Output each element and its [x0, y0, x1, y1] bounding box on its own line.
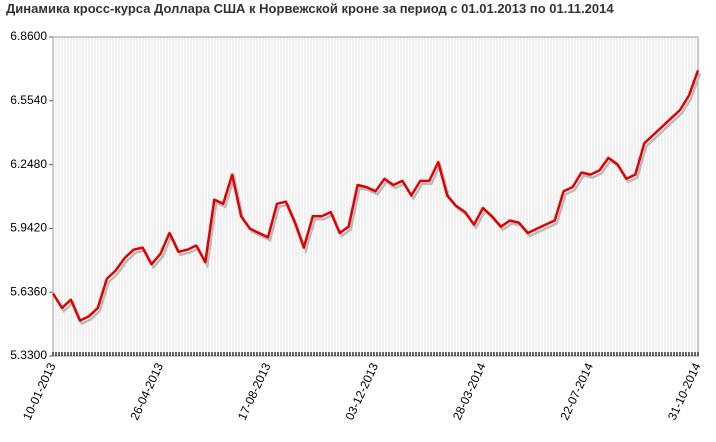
x-tick-label: 31-10-2014: [665, 360, 704, 422]
plot-frame: [52, 36, 699, 357]
chart-title: Динамика кросс-курса Доллара США к Норве…: [6, 1, 614, 16]
y-tick-label: 6.8600: [10, 29, 47, 43]
x-tick-label: 03-12-2013: [342, 360, 381, 422]
y-tick-label: 5.6360: [10, 284, 47, 298]
x-tick-label: 10-01-2013: [20, 360, 59, 422]
y-tick-label: 5.3300: [10, 348, 47, 362]
y-tick-label: 5.9420: [10, 221, 47, 235]
x-tick-label: 22-07-2014: [557, 360, 596, 422]
series-line: [51, 69, 700, 322]
x-tick-label: 28-03-2014: [450, 360, 489, 422]
x-tick-label: 17-08-2013: [235, 360, 274, 422]
y-tick-label: 6.5540: [10, 93, 47, 107]
x-tick-label: 26-04-2013: [127, 360, 166, 422]
line-shadow: [53, 72, 702, 326]
y-tick-label: 6.2480: [10, 157, 47, 171]
